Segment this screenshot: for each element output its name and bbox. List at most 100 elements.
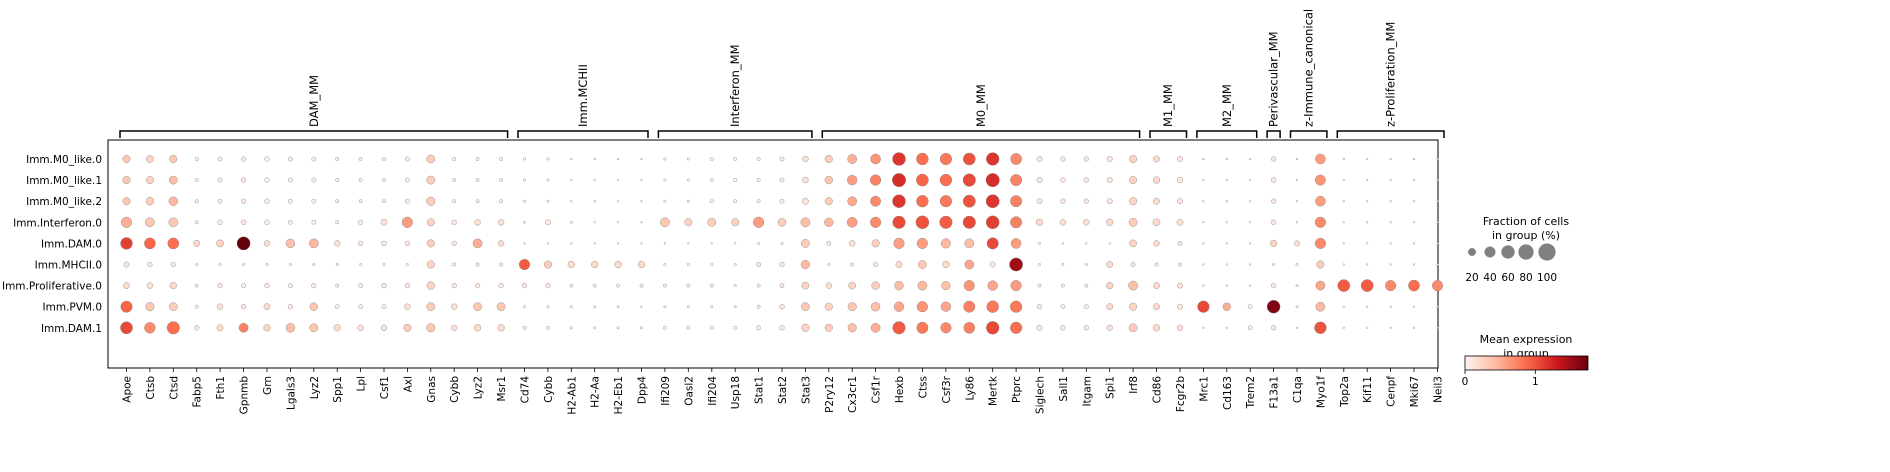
gene-group-bracket [1196, 130, 1258, 138]
dot [288, 220, 293, 225]
size-legend: Fraction of cells in group (%) 20 40 60 80 1… [1465, 215, 1569, 284]
dot [779, 304, 785, 310]
dot [779, 177, 785, 183]
dot [1225, 263, 1228, 266]
dot [591, 260, 599, 269]
dot [1315, 301, 1326, 312]
gene-label: Top2a [1339, 376, 1351, 408]
dot [546, 242, 549, 245]
dot [593, 305, 597, 309]
dot [847, 196, 858, 206]
dot [144, 322, 156, 334]
dot [194, 199, 199, 204]
dot [1342, 200, 1345, 203]
dot [733, 199, 738, 204]
dot [779, 156, 785, 162]
dot [802, 197, 809, 205]
dot [802, 155, 809, 163]
dot [569, 283, 574, 288]
dot [1060, 304, 1066, 309]
dot [1202, 179, 1205, 182]
dot [475, 199, 480, 204]
dot [942, 260, 950, 269]
gene-label: Lyz2 [309, 376, 321, 399]
dot [145, 217, 155, 228]
dot [451, 283, 457, 289]
dot [1084, 283, 1089, 288]
gene-label: Gpnmb [239, 376, 251, 415]
size-legend-label: 80 [1519, 272, 1532, 284]
dot [592, 283, 597, 288]
gene-label: Csf3r [941, 375, 953, 403]
dot [1202, 221, 1205, 224]
gene-label: Trem2 [1245, 376, 1257, 409]
dot [289, 263, 292, 266]
dot [217, 219, 223, 225]
dot [847, 154, 858, 164]
dot [335, 178, 340, 182]
dot [637, 260, 646, 269]
dot [216, 324, 224, 332]
dot [168, 175, 178, 185]
dot [1083, 198, 1089, 204]
dot [1036, 156, 1043, 162]
dot [569, 220, 573, 224]
dot [824, 323, 833, 332]
group-label: Imm.Proliferative.0 [2, 281, 102, 293]
dot [1225, 157, 1228, 161]
dot [1178, 262, 1182, 267]
dot [663, 199, 667, 203]
dot [472, 238, 483, 249]
dot [824, 197, 833, 206]
gene-label: Ctss [917, 376, 929, 398]
dot [846, 217, 858, 228]
dot [707, 217, 717, 227]
dot [311, 283, 317, 289]
dot [546, 157, 550, 161]
dot [1106, 261, 1114, 268]
dot [522, 325, 527, 330]
dot [800, 217, 811, 228]
dot [1010, 153, 1022, 165]
dot [663, 178, 667, 182]
dot [593, 242, 596, 245]
dot [963, 152, 976, 166]
dot [779, 283, 785, 288]
dot [401, 216, 413, 228]
dot [194, 283, 199, 288]
dot [523, 178, 526, 182]
dot [474, 219, 481, 226]
dot [640, 242, 643, 245]
dot [382, 178, 386, 182]
dot [1153, 155, 1160, 163]
dot [1389, 305, 1392, 308]
dot [1061, 242, 1064, 245]
dot [1389, 157, 1392, 161]
dot [1436, 263, 1439, 266]
group-label: Imm.M0_like.0 [26, 154, 102, 166]
dot [757, 242, 760, 245]
dot [1315, 195, 1326, 207]
dot [756, 178, 761, 182]
dot [963, 322, 976, 334]
dot [1129, 197, 1138, 206]
dot [496, 302, 506, 312]
dot [1038, 263, 1041, 266]
dot [166, 321, 180, 335]
dot [1085, 242, 1088, 245]
dot [871, 281, 880, 290]
dot [452, 157, 457, 161]
dot [1128, 217, 1138, 227]
dot [731, 218, 740, 227]
dot [241, 219, 247, 225]
dot [1106, 218, 1114, 226]
dot [1412, 179, 1416, 182]
gene-label: Mrc1 [1198, 376, 1210, 402]
dot [451, 324, 458, 331]
dot [1010, 195, 1022, 208]
size-legend-label: 60 [1501, 272, 1514, 284]
gene-label: Ly86 [964, 376, 976, 401]
dot [663, 242, 666, 245]
dot [964, 238, 975, 249]
